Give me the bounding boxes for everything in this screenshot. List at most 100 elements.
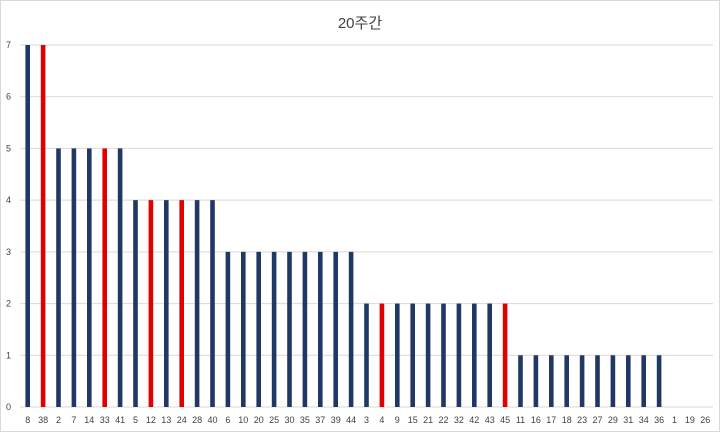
bar-16 [533, 355, 539, 407]
bar-21 [425, 303, 431, 407]
bar-18 [564, 355, 569, 407]
x-tick-label: 21 [423, 415, 433, 425]
x-tick-label: 27 [592, 415, 602, 425]
y-tick-label: 2 [6, 299, 11, 309]
x-tick-label: 16 [531, 415, 541, 425]
x-tick-label: 33 [100, 415, 110, 425]
bar-6 [225, 251, 231, 407]
bar-29 [610, 355, 616, 407]
y-tick-label: 7 [6, 40, 11, 50]
bar-41 [117, 148, 123, 407]
bar-20 [256, 251, 261, 407]
y-axis-ticks: 0 1 2 3 4 5 6 7 [6, 40, 11, 412]
bar-13 [164, 200, 169, 407]
x-tick-label: 35 [300, 415, 310, 425]
x-tick-label: 18 [562, 415, 572, 425]
x-tick-label: 2 [56, 415, 61, 425]
bar-35 [302, 251, 308, 407]
x-tick-label: 40 [207, 415, 217, 425]
x-tick-label: 10 [238, 415, 248, 425]
bar-27 [595, 355, 600, 407]
x-tick-label: 13 [161, 415, 171, 425]
x-tick-label: 7 [71, 415, 76, 425]
bar-34 [641, 355, 646, 407]
x-tick-label: 43 [485, 415, 495, 425]
x-tick-label: 1 [672, 415, 677, 425]
bar-40 [210, 200, 215, 407]
x-tick-label: 26 [700, 415, 710, 425]
y-tick-label: 4 [6, 195, 11, 205]
x-tick-label: 9 [395, 415, 400, 425]
bar-5 [133, 200, 138, 407]
x-tick-label: 6 [225, 415, 230, 425]
x-tick-label: 12 [146, 415, 156, 425]
x-tick-label: 37 [315, 415, 325, 425]
bar-14 [87, 148, 92, 407]
x-tick-label: 23 [577, 415, 587, 425]
y-tick-label: 6 [6, 92, 11, 102]
x-tick-label: 4 [379, 415, 384, 425]
bar-4 [379, 303, 385, 407]
x-tick-label: 11 [516, 415, 525, 425]
x-tick-label: 42 [469, 415, 479, 425]
chart-title: 20주간 [337, 15, 383, 32]
bar-28 [194, 200, 200, 407]
bars [25, 45, 662, 407]
bar-15 [410, 303, 415, 407]
x-tick-label: 14 [84, 415, 94, 425]
x-tick-label: 22 [438, 415, 448, 425]
bar-8 [25, 45, 30, 407]
x-tick-label: 38 [38, 415, 48, 425]
bar-22 [441, 303, 446, 407]
x-tick-label: 5 [133, 415, 138, 425]
bar-12 [148, 200, 154, 407]
bar-42 [472, 303, 477, 407]
bar-44 [348, 251, 354, 407]
y-tick-label: 0 [6, 402, 11, 412]
y-tick-label: 1 [6, 350, 11, 360]
x-tick-label: 25 [269, 415, 279, 425]
bar-24 [179, 200, 184, 407]
x-tick-label: 44 [346, 415, 356, 425]
x-tick-label: 19 [685, 415, 695, 425]
bar-31 [626, 355, 631, 407]
x-axis-ticks: 8 38 2 7 14 33 41 5 12 13 24 28 40 6 10 20 25 30 35 37 39 44 3… [25, 415, 710, 425]
bar-30 [287, 251, 292, 407]
bar-2 [56, 148, 61, 407]
bar-32 [456, 303, 462, 407]
x-tick-label: 30 [284, 415, 294, 425]
x-tick-label: 32 [454, 415, 464, 425]
x-tick-label: 29 [608, 415, 618, 425]
bar-39 [333, 251, 338, 407]
y-tick-label: 5 [6, 143, 11, 153]
x-tick-label: 34 [639, 415, 649, 425]
x-tick-label: 20 [254, 415, 264, 425]
bar-9 [395, 303, 400, 407]
bar-7 [71, 148, 77, 407]
bar-33 [102, 148, 107, 407]
bar-23 [579, 355, 585, 407]
x-tick-label: 41 [115, 415, 125, 425]
bar-43 [487, 303, 492, 407]
x-tick-label: 17 [546, 415, 556, 425]
x-tick-label: 24 [177, 415, 187, 425]
bar-38 [40, 45, 46, 407]
bar-11 [518, 355, 523, 407]
bar-45 [502, 303, 508, 407]
bar-25 [271, 251, 277, 407]
bar-36 [656, 355, 662, 407]
bar-17 [549, 355, 554, 407]
y-tick-label: 3 [6, 247, 11, 257]
x-tick-label: 45 [500, 415, 510, 425]
bar-37 [318, 251, 323, 407]
x-tick-label: 28 [192, 415, 202, 425]
x-tick-label: 8 [25, 415, 30, 425]
x-tick-label: 39 [331, 415, 341, 425]
bar-10 [241, 251, 246, 407]
x-tick-label: 3 [364, 415, 369, 425]
x-tick-label: 36 [654, 415, 664, 425]
bar-3 [364, 303, 369, 407]
x-tick-label: 31 [623, 415, 633, 425]
x-tick-label: 15 [408, 415, 418, 425]
